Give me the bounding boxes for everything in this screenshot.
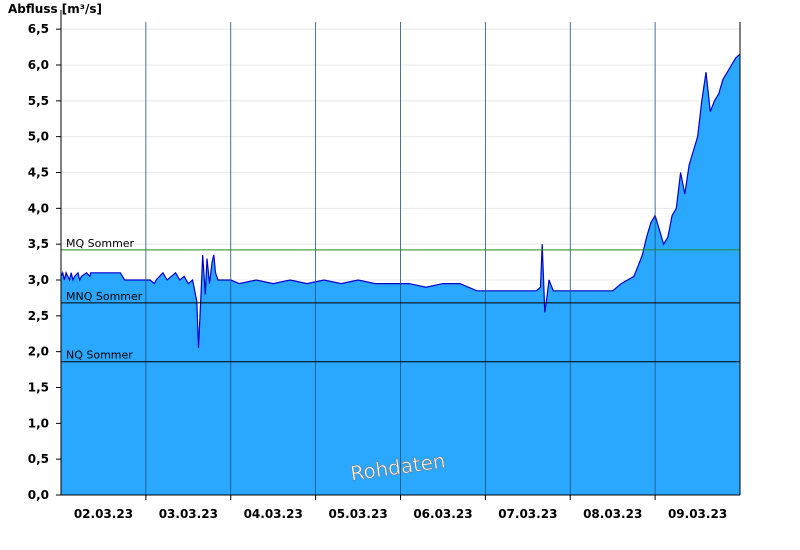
x-tick-label: 09.03.23 bbox=[668, 507, 727, 521]
reference-line-label: MNQ Sommer bbox=[66, 290, 143, 303]
y-tick-label: 3,5 bbox=[28, 237, 49, 251]
y-tick-label: 6,0 bbox=[28, 58, 49, 72]
x-tick-label: 02.03.23 bbox=[74, 507, 133, 521]
y-axis-ticks: 0,0 0,5 1,0 1,5 2,0 2,5 3,0 3,5 4,0 4,5 5,0 5,5 6,0 6… bbox=[28, 22, 49, 502]
x-tick-label: 06.03.23 bbox=[413, 507, 472, 521]
x-axis-ticks: 02.03.23 03.03.23 04.03.23 05.03.23 06.03.23… bbox=[74, 507, 727, 521]
y-tick-label: 0,5 bbox=[28, 452, 49, 466]
reference-line-label: NQ Sommer bbox=[66, 349, 133, 362]
y-tick-label: 3,0 bbox=[28, 273, 49, 287]
x-tick-label: 04.03.23 bbox=[244, 507, 303, 521]
x-tick-label: 05.03.23 bbox=[328, 507, 387, 521]
reference-lines: MQ Sommer MNQ Sommer NQ Sommer bbox=[61, 237, 740, 363]
y-tick-label: 0,0 bbox=[28, 488, 49, 502]
x-tick-label: 07.03.23 bbox=[498, 507, 557, 521]
day-boundary-lines bbox=[145, 22, 656, 495]
y-tick-label: 2,0 bbox=[28, 345, 49, 359]
y-tick-label: 5,5 bbox=[28, 94, 49, 108]
y-tick-label: 6,5 bbox=[28, 22, 49, 36]
reference-line-label: MQ Sommer bbox=[66, 237, 135, 250]
y-tick-label: 2,5 bbox=[28, 309, 49, 323]
y-tick-label: 1,5 bbox=[28, 381, 49, 395]
x-tick-label: 08.03.23 bbox=[583, 507, 642, 521]
y-tick-label: 4,5 bbox=[28, 166, 49, 180]
y-tick-label: 4,0 bbox=[28, 201, 49, 215]
y-tick-label: 1,0 bbox=[28, 416, 49, 430]
y-tick-label: 5,0 bbox=[28, 130, 49, 144]
x-tick-label: 03.03.23 bbox=[159, 507, 218, 521]
axes bbox=[56, 10, 741, 500]
y-axis-label: Abfluss [m³/s] bbox=[8, 2, 102, 16]
